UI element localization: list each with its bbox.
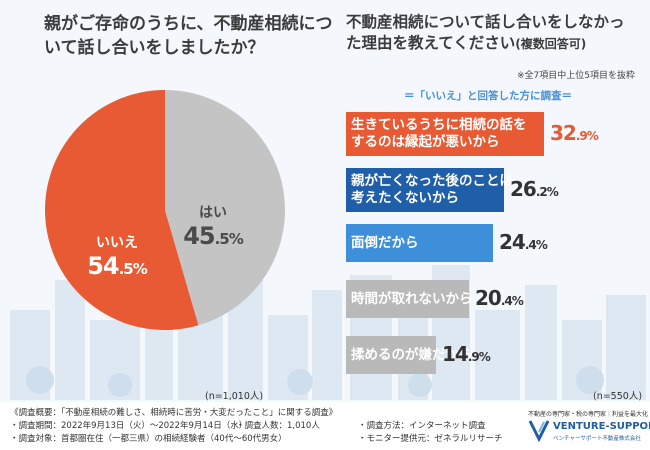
right-chart-title-text: 不動産相続について話し合いをしなかった理由を教えてください: [346, 13, 625, 52]
bar-value-3: 24.4%: [499, 230, 548, 254]
survey-method: ・調査方法：インターネット調査: [358, 421, 486, 431]
items-note: ※全7項目中上位5項目を抜粋: [517, 71, 635, 81]
bar-label-1: 生きているうちに相続の話を するのは縁起が悪いから: [351, 117, 527, 151]
pie-label-yes-name: はい: [199, 205, 227, 221]
pie-slice-no: [45, 90, 199, 330]
bar-fill-3: [346, 224, 493, 262]
survey-period: ・調査期間：2022年9月13日（火）〜2022年9月14日（水）: [10, 421, 248, 431]
monitor-provider: ・モニター提供元：ゼネラルリサーチ: [358, 434, 503, 444]
pie-slice-yes: [165, 90, 286, 326]
bar-fill-4: [346, 280, 469, 318]
pie-label-no-name: いいえ: [96, 235, 138, 251]
bar-value-3-dec: .4%: [524, 238, 548, 252]
right-chart-title: 不動産相続について話し合いをしなかった理由を教えてください(複数回答可): [346, 12, 636, 55]
bar-label-2-line-1: 親が亡くなった後のことは: [351, 173, 513, 189]
bar-label-4: 時間が取れないから: [351, 291, 473, 308]
logo-name: VENTURE-SUPPORT: [553, 421, 650, 432]
venture-support-logo-icon: [528, 420, 550, 442]
bar-label-2-line-2: 考えたくないから: [351, 190, 459, 206]
left-sample-size: (n=1,010人): [205, 391, 264, 402]
bar-label-5-line-1: 揉めるのが嫌だから: [351, 347, 473, 363]
bar-label-1-line-2: するのは縁起が悪いから: [351, 134, 500, 150]
bar-value-5: 14.9%: [442, 342, 491, 366]
bar-value-4-dec: .4%: [500, 294, 524, 308]
bar-value-2: 26.2%: [510, 177, 559, 201]
logo-tagline: 不動産の専門家・税の専門家｜利益を最大化: [528, 411, 649, 418]
pie-label-yes: はい 45.5%: [168, 202, 258, 250]
bar-value-5-int: 14: [442, 342, 469, 366]
pie-value-no-int: 54: [87, 252, 119, 280]
pie-label-no: いいえ 54.5%: [62, 232, 172, 280]
survey-overview: 《調査概要：「不動産相続の難しさ、相続時に苦労・大変だったこと」に関する調査》: [10, 408, 338, 418]
pie-label-no-value: 54.5%: [62, 252, 172, 280]
survey-subject-text: ＝「いいえ」と回答した方に調査＝: [404, 90, 572, 102]
bar-value-3-int: 24: [499, 230, 526, 254]
pie-value-yes-int: 45: [183, 222, 215, 250]
bar-fill-5: [346, 336, 436, 374]
pie-value-yes-dec: .5%: [214, 230, 244, 248]
pie-chart: [45, 90, 286, 330]
bar-fill-1: [346, 112, 544, 156]
pie-value-no-dec: .5%: [118, 260, 148, 278]
right-sample-size: (n=550人): [593, 391, 643, 402]
bar-label-3-line-1: 面倒だから: [351, 235, 419, 251]
bar-label-1-line-1: 生きているうちに相続の話を: [351, 117, 527, 133]
bar-value-1-int: 32: [550, 121, 577, 145]
bar-fill-2: [346, 168, 504, 212]
survey-subject-note: ＝「いいえ」と回答した方に調査＝: [348, 88, 628, 103]
bar-value-4-int: 20: [475, 286, 502, 310]
logo-company: ベンチャーサポート不動産株式会社: [553, 436, 641, 442]
bar-value-1: 32.9%: [550, 121, 599, 145]
pie-label-yes-value: 45.5%: [168, 222, 258, 250]
right-chart-title-note: (複数回答可): [515, 37, 587, 51]
bar-value-4: 20.4%: [475, 286, 524, 310]
bar-label-2: 親が亡くなった後のことは 考えたくないから: [351, 173, 513, 207]
bar-label-4-line-1: 時間が取れないから: [351, 291, 473, 307]
bar-label-3: 面倒だから: [351, 235, 419, 252]
survey-target: ・調査対象：首都圏在住（一都三県）の相続経験者（40代〜60代男女）: [10, 434, 287, 444]
left-chart-title: 親がご存命のうちに、不動産相続について話し合いをしましたか？: [44, 14, 333, 58]
bar-chart: 生きているうちに相続の話を するのは縁起が悪いから 32.9% 親が亡くなった後…: [346, 112, 646, 392]
bar-value-5-dec: .9%: [467, 350, 491, 364]
survey-respondents: ・調査人数：1,010人: [236, 421, 320, 431]
bar-label-5: 揉めるのが嫌だから: [351, 347, 473, 364]
bar-value-2-int: 26: [510, 177, 537, 201]
bar-value-2-dec: .2%: [535, 185, 559, 199]
bar-value-1-dec: .9%: [575, 129, 599, 143]
